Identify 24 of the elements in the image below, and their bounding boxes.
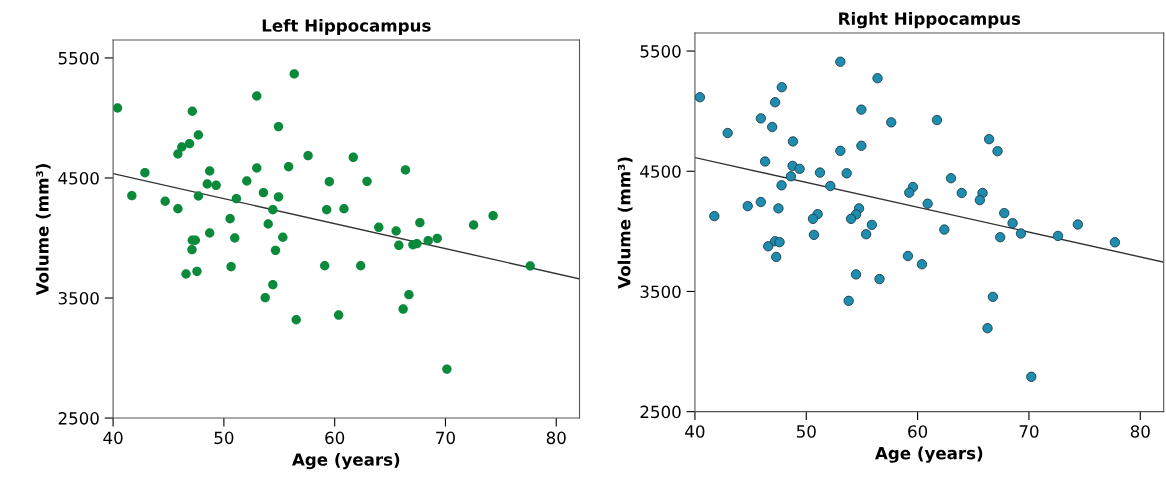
y-tick-label: 3500 bbox=[640, 285, 681, 299]
y-axis-title: Volume (mm³) bbox=[35, 164, 51, 296]
y-tick-label: 5500 bbox=[640, 45, 681, 58]
x-tick-label: 70 bbox=[1019, 425, 1039, 438]
y-tick-label: 5500 bbox=[58, 51, 99, 65]
x-axis-title: Age (years) bbox=[875, 446, 983, 463]
y-tick-label: 4500 bbox=[640, 165, 681, 178]
y-tick-label: 2500 bbox=[640, 405, 681, 419]
y-tick-label: 2500 bbox=[58, 412, 99, 425]
x-axis-title: Age (years) bbox=[292, 452, 400, 470]
y-axis-title: Volume (mm³) bbox=[617, 157, 633, 289]
y-tick-label: 3500 bbox=[58, 291, 99, 305]
chart-title: Left Hippocampus bbox=[262, 18, 431, 36]
chart-title: Right Hippocampus bbox=[839, 12, 1021, 29]
x-tick-label: 50 bbox=[214, 431, 234, 445]
x-tick-label: 60 bbox=[325, 431, 345, 445]
x-tick-label: 70 bbox=[436, 431, 455, 445]
x-tick-label: 40 bbox=[685, 425, 705, 438]
x-tick-label: 40 bbox=[103, 431, 123, 445]
y-tick-label: 4500 bbox=[58, 171, 99, 185]
x-tick-label: 60 bbox=[908, 425, 928, 438]
x-tick-label: 50 bbox=[796, 425, 816, 438]
x-tick-label: 80 bbox=[1130, 425, 1150, 438]
x-tick-label: 80 bbox=[546, 431, 566, 445]
